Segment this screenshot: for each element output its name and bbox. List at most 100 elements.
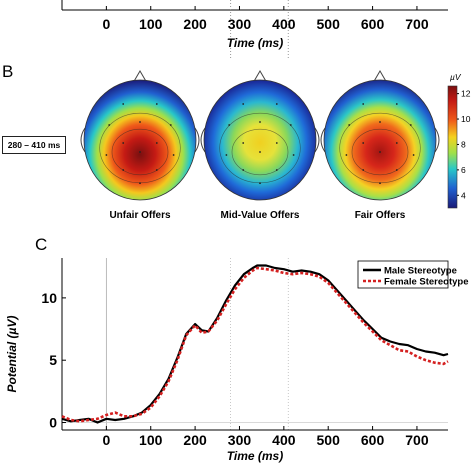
left-ear-icon xyxy=(80,127,86,153)
electrode-dot xyxy=(122,169,125,171)
electrode-dot xyxy=(225,154,228,156)
panel-a: 0 100 200 300 400 500 600 700 Time (ms) xyxy=(0,0,474,58)
time-window-label: 280 – 410 ms xyxy=(2,136,66,154)
electrode-dot xyxy=(242,169,245,171)
y-tick-label: 5 xyxy=(49,352,57,368)
colorbar-tick-label: 4 xyxy=(461,190,466,200)
panel-c-letter: C xyxy=(35,235,47,254)
electrode-dot xyxy=(242,103,245,105)
right-ear-icon xyxy=(434,127,440,153)
colorbar-tick-label: 10 xyxy=(461,114,471,124)
electrode-dot xyxy=(395,103,398,105)
electrode-dot xyxy=(412,154,415,156)
electrode-dot xyxy=(362,169,365,171)
electrode-dot xyxy=(409,124,412,126)
electrode-dot xyxy=(155,103,158,105)
legend-label: Female Stereotype xyxy=(384,277,468,288)
colorbar xyxy=(447,85,458,209)
colorbar-tick-label: 6 xyxy=(461,165,466,175)
electrode-dot xyxy=(259,151,261,153)
left-ear-icon xyxy=(320,127,326,153)
electrode-dot xyxy=(259,121,261,123)
colorbar-tick-label: 8 xyxy=(461,139,466,149)
electrode-dot xyxy=(379,182,381,185)
colorbar-unit: µV xyxy=(450,72,462,82)
x-tick-label: 500 xyxy=(317,432,341,448)
topomap-3: Fair Offers xyxy=(320,70,440,221)
nose-icon xyxy=(372,70,388,84)
scalp-map xyxy=(323,79,437,201)
x-axis-title: Time (ms) xyxy=(227,449,283,463)
scalp-map xyxy=(203,79,317,201)
electrode-dot xyxy=(289,124,292,126)
legend-label: Male Stereotype xyxy=(384,266,457,277)
contour-line xyxy=(111,128,169,176)
electrode-dot xyxy=(139,182,141,185)
electrode-dot xyxy=(379,151,381,153)
panel-a-x-tick-label: 600 xyxy=(361,16,385,32)
panel-b: B Unfair Offers Mid-Value Offers Fair Offer… xyxy=(0,58,474,228)
electrode-dot xyxy=(348,124,351,126)
panel-a-x-tick-label: 0 xyxy=(102,16,110,32)
x-tick-label: 0 xyxy=(102,432,110,448)
electrode-dot xyxy=(275,103,278,105)
panel-a-x-tick-label: 700 xyxy=(405,16,429,32)
electrode-dot xyxy=(275,169,278,171)
topomap-2: Mid-Value Offers xyxy=(200,70,320,221)
electrode-dot xyxy=(292,154,295,156)
nose-icon xyxy=(132,70,148,84)
scalp-map xyxy=(83,79,197,201)
panel-a-axes: 0 100 200 300 400 500 600 700 Time (ms) xyxy=(61,0,448,58)
topomap-label: Unfair Offers xyxy=(109,210,171,221)
electrode-dot xyxy=(155,142,158,144)
x-tick-label: 400 xyxy=(272,432,296,448)
panel-a-x-tick-label: 400 xyxy=(272,16,296,32)
electrode-dot xyxy=(345,154,348,156)
series-female-stereotype xyxy=(61,266,449,423)
series-male-stereotype xyxy=(61,264,449,424)
topomap-1: Unfair Offers xyxy=(80,70,200,221)
electrode-dot xyxy=(122,103,125,105)
electrode-dot xyxy=(362,142,365,144)
x-tick-label: 100 xyxy=(139,432,163,448)
contour-line xyxy=(231,128,289,176)
panel-a-x-tick-label: 300 xyxy=(228,16,252,32)
electrode-dot xyxy=(242,142,245,144)
electrode-dot xyxy=(169,124,172,126)
panel-b-topomaps: B Unfair Offers Mid-Value Offers Fair Offer… xyxy=(2,62,471,221)
panel-c: C 0 5 10 0 100 200 300 400 500 600 700 Time (ms) Pote… xyxy=(0,228,474,474)
panel-a-x-axis-title: Time (ms) xyxy=(227,36,283,50)
electrode-dot xyxy=(155,169,158,171)
panel-a-x-tick-label: 500 xyxy=(317,16,341,32)
electrode-dot xyxy=(108,124,111,126)
electrode-dot xyxy=(228,124,231,126)
panel-a-x-tick-label: 100 xyxy=(139,16,163,32)
topomap-label: Mid-Value Offers xyxy=(221,210,300,221)
electrode-dot xyxy=(362,103,365,105)
x-tick-label: 300 xyxy=(228,432,252,448)
electrode-dot xyxy=(105,154,108,156)
panel-a-x-tick-label: 200 xyxy=(183,16,207,32)
electrode-dot xyxy=(395,169,398,171)
y-axis-title: Potential (µV) xyxy=(5,316,19,393)
x-tick-label: 600 xyxy=(361,432,385,448)
panel-b-letter: B xyxy=(2,62,13,81)
contour-line xyxy=(351,128,409,176)
electrode-dot xyxy=(139,151,141,153)
electrode-dot xyxy=(395,142,398,144)
electrode-dot xyxy=(139,121,141,123)
electrode-dot xyxy=(379,121,381,123)
topomap-label: Fair Offers xyxy=(355,210,406,221)
electrode-dot xyxy=(259,182,261,185)
y-tick-label: 0 xyxy=(49,415,57,431)
x-tick-label: 700 xyxy=(405,432,429,448)
nose-icon xyxy=(252,70,268,84)
right-ear-icon xyxy=(194,127,200,153)
right-ear-icon xyxy=(314,127,320,153)
colorbar-tick-label: 12 xyxy=(461,89,471,99)
x-tick-label: 200 xyxy=(183,432,207,448)
electrode-dot xyxy=(172,154,175,156)
electrode-dot xyxy=(275,142,278,144)
electrode-dot xyxy=(122,142,125,144)
